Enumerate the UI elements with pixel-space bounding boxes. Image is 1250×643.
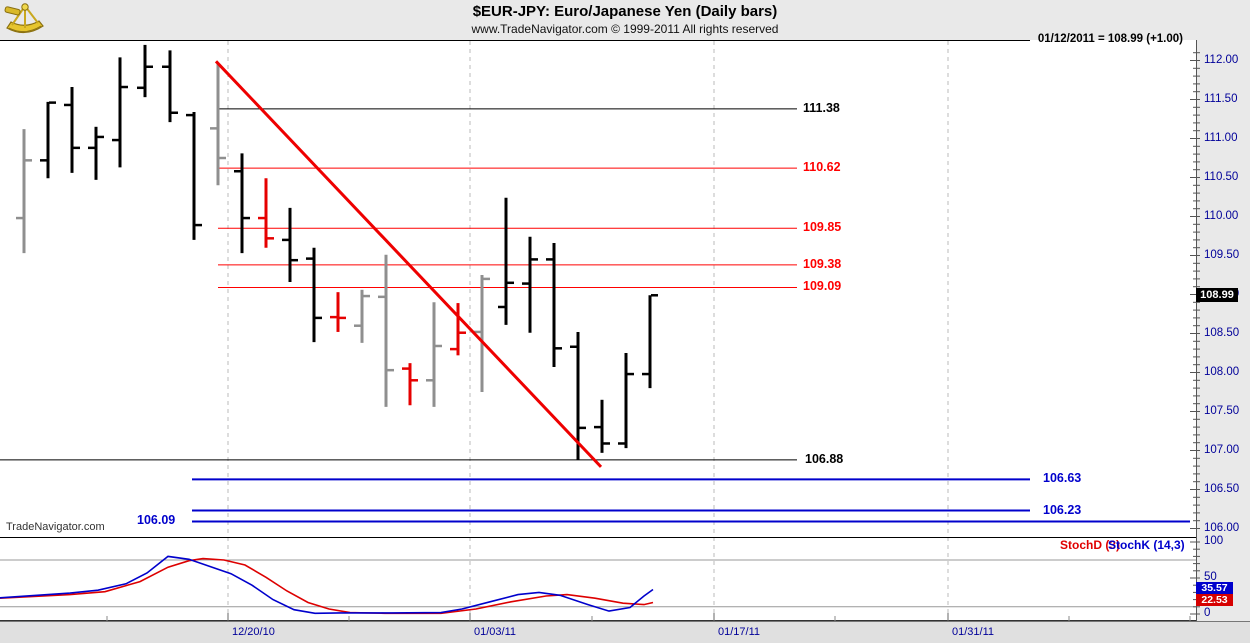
ohlc-bar[interactable] (378, 254, 394, 407)
downtrend-line (214, 60, 603, 468)
stoch-k-curve (0, 555, 654, 615)
chart-title: $EUR-JPY: Euro/Japanese Yen (Daily bars) (472, 3, 778, 20)
stoch-k-value-badge: 35.57 (1196, 582, 1233, 594)
last-quote-line: 01/12/2011 = 108.99 (+1.00) (1037, 33, 1183, 45)
ohlc-bar[interactable] (594, 399, 610, 453)
ohlc-bar[interactable] (402, 363, 418, 406)
ohlc-bar[interactable] (88, 126, 104, 180)
ohlc-bar[interactable] (618, 353, 634, 449)
ohlc-bar[interactable] (642, 294, 658, 389)
ohlc-bar[interactable] (112, 57, 128, 168)
stoch-d-legend-label[interactable]: StochD (3) (1060, 538, 1120, 552)
ohlc-bar[interactable] (210, 62, 226, 186)
ohlc-bar[interactable] (330, 292, 346, 332)
ohlc-bar[interactable] (64, 87, 80, 173)
watermark-text: TradeNavigator.com (6, 521, 105, 533)
ohlc-bar[interactable] (306, 247, 322, 343)
ohlc-bar[interactable] (354, 289, 370, 343)
ohlc-bar[interactable] (234, 153, 250, 254)
date-axis-strip (0, 622, 1250, 643)
chart-subtitle: www.TradeNavigator.com © 1999-2011 All r… (471, 22, 779, 36)
trade-navigator-logo-icon (4, 3, 44, 34)
ohlc-bar[interactable] (450, 303, 466, 356)
ohlc-bar[interactable] (40, 101, 56, 179)
ohlc-bar[interactable] (162, 50, 178, 123)
ohlc-bar[interactable] (474, 275, 490, 392)
stoch-d-value-badge: 22.53 (1196, 594, 1233, 606)
ohlc-bar[interactable] (426, 302, 442, 407)
plot-area[interactable] (0, 40, 1196, 621)
ohlc-bar[interactable] (522, 236, 538, 333)
ohlc-bar[interactable] (137, 44, 153, 98)
ohlc-bar[interactable] (282, 207, 298, 283)
stoch-k-legend-label[interactable]: StochK (14,3) (1108, 538, 1185, 552)
stoch-d-curve (0, 557, 654, 615)
ohlc-bar[interactable] (546, 243, 562, 368)
ohlc-bar[interactable] (16, 129, 32, 254)
last-price-badge: 108.99 (1196, 288, 1238, 302)
ohlc-bar[interactable] (186, 111, 202, 240)
ohlc-bar[interactable] (498, 197, 514, 325)
ohlc-bar[interactable] (258, 178, 274, 248)
ohlc-bar[interactable] (570, 331, 586, 460)
